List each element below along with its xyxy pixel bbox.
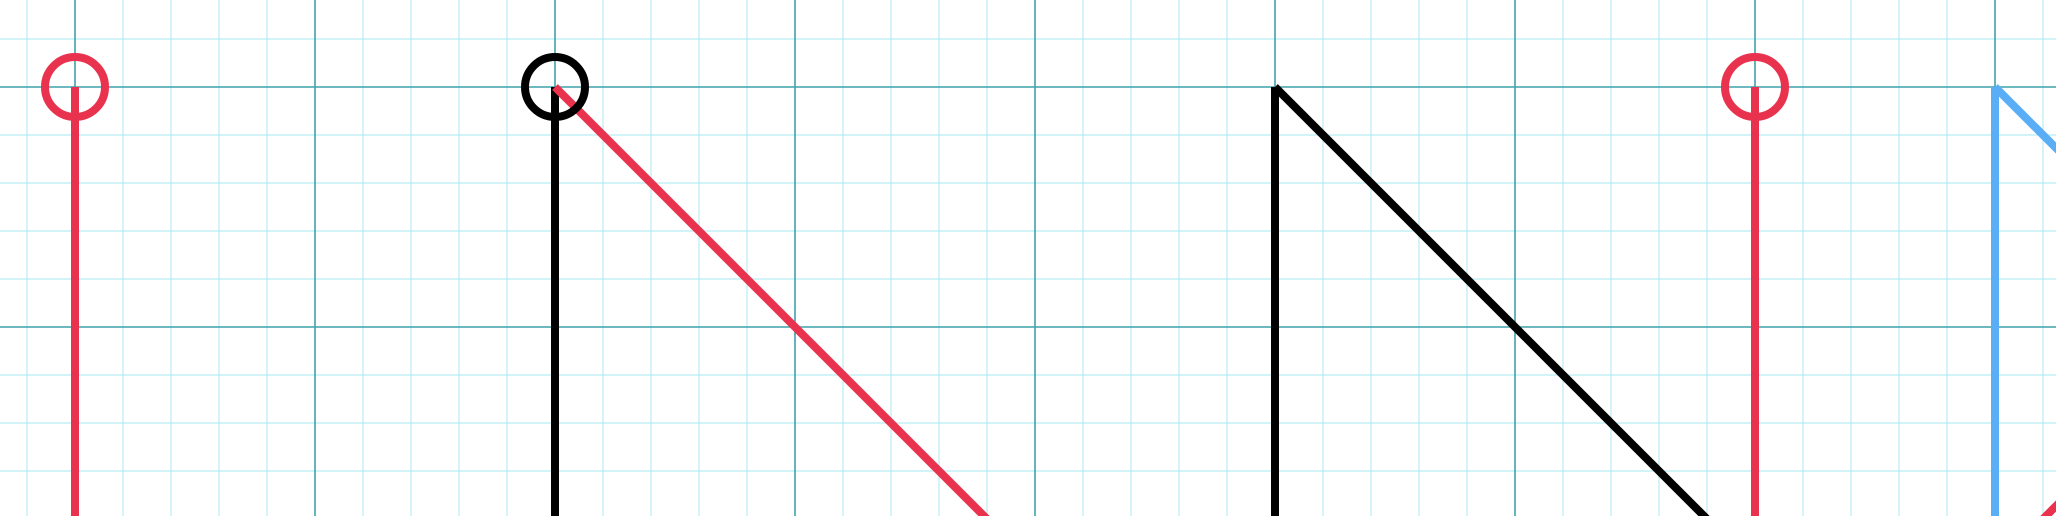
panel-2-segment-2-red	[552, 84, 990, 516]
panel-1-endpoint-marker-1-red	[41, 53, 109, 121]
panel-3-endpoint-marker-1-red	[1721, 53, 1789, 121]
panel-2-endpoint-marker-1-black	[521, 53, 589, 121]
drawn-segments	[71, 84, 2056, 516]
panel-3-segment-2-black	[1272, 84, 1710, 516]
endpoint-markers	[41, 53, 1789, 121]
